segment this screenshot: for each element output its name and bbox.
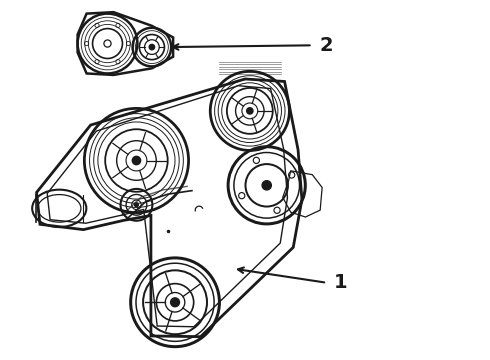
Text: 2: 2	[320, 36, 333, 55]
Text: 1: 1	[334, 273, 348, 292]
Circle shape	[132, 156, 141, 165]
Circle shape	[135, 203, 138, 207]
Circle shape	[149, 44, 154, 50]
Circle shape	[171, 298, 179, 307]
Circle shape	[262, 181, 271, 190]
Circle shape	[246, 108, 253, 114]
